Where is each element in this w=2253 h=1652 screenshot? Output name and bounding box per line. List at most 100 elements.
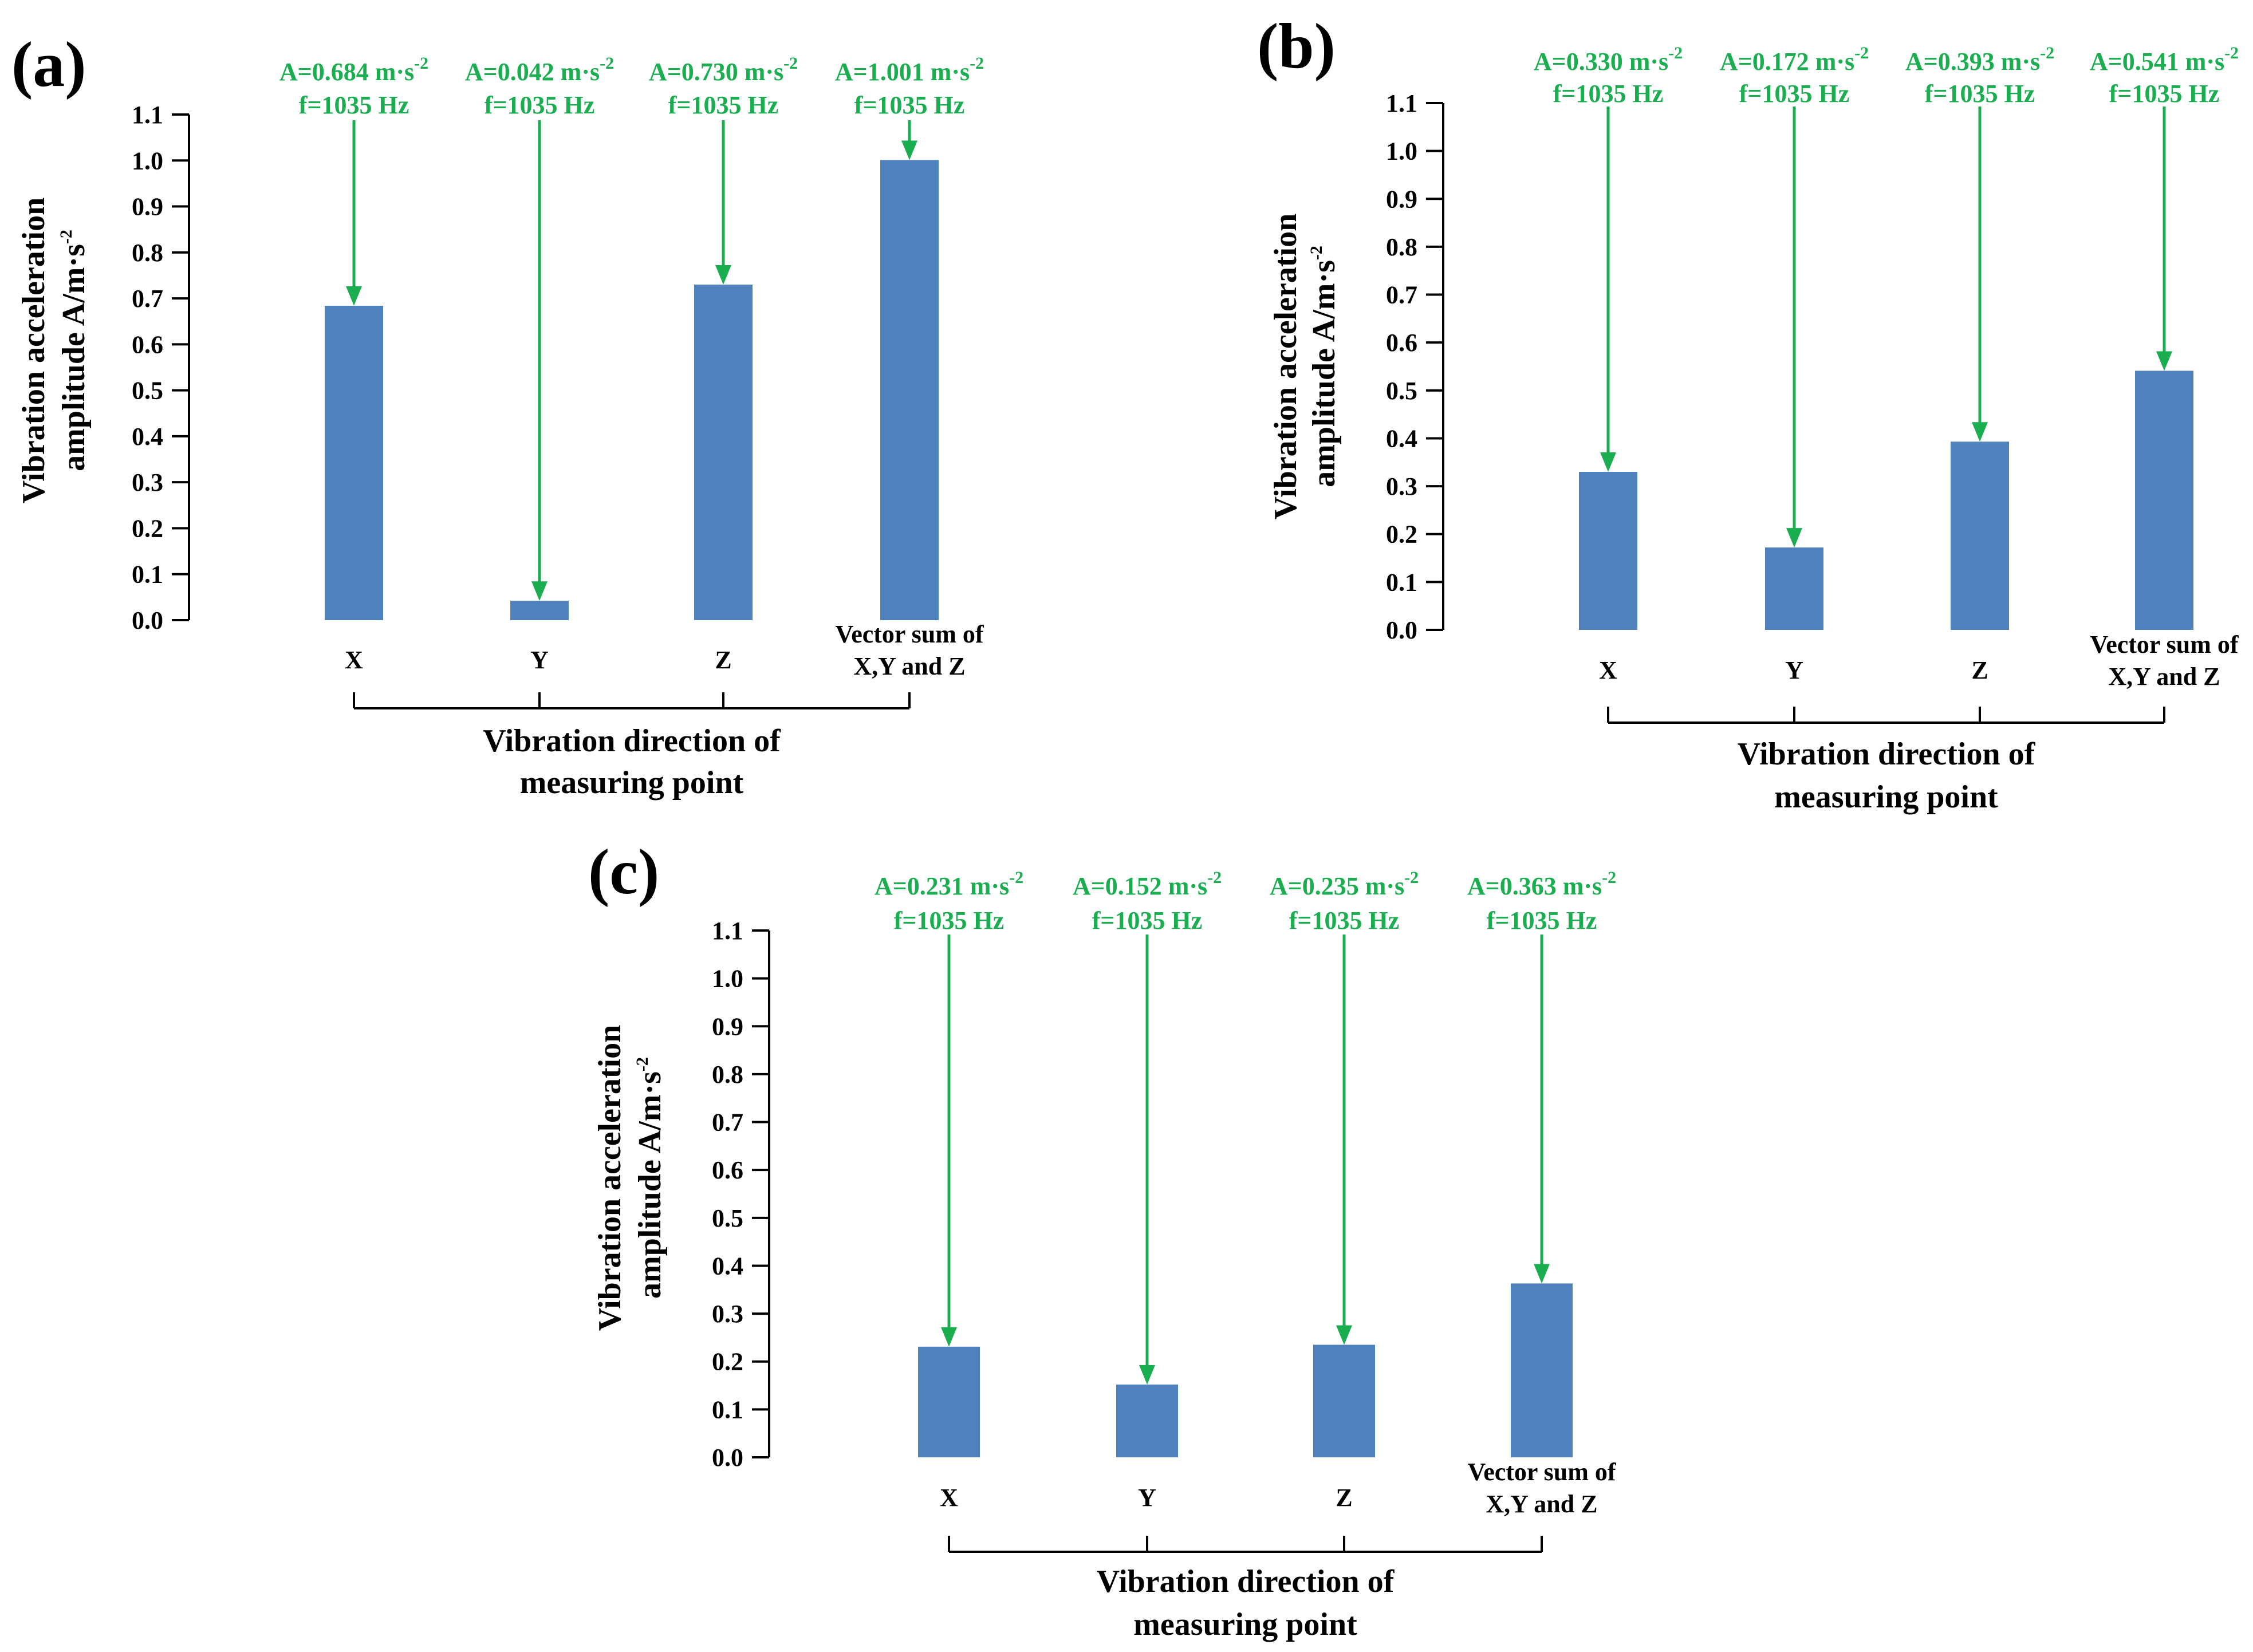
- bar: [1579, 472, 1637, 630]
- y-tick-label: 0.2: [1386, 521, 1417, 549]
- y-tick-label: 0.4: [132, 423, 163, 451]
- y-tick-label: 0.1: [1386, 568, 1417, 596]
- bar: [510, 601, 569, 620]
- bar: [918, 1346, 980, 1457]
- category-label: Vector sum of: [1467, 1458, 1616, 1486]
- annotation-arrowhead: [1600, 452, 1616, 472]
- annotation-arrowhead: [1139, 1365, 1155, 1385]
- y-tick-label: 1.1: [132, 101, 163, 129]
- y-tick-label: 0.1: [712, 1395, 743, 1424]
- annotation-frequency: f=1035 Hz: [2109, 80, 2219, 108]
- y-tick-label: 0.0: [712, 1444, 743, 1472]
- bar: [880, 160, 939, 621]
- annotation-frequency: f=1035 Hz: [1925, 80, 2035, 108]
- annotation-amplitude: A=0.730 m·s-2: [649, 54, 798, 86]
- y-tick-label: 0.7: [712, 1109, 743, 1137]
- y-tick-label: 0.3: [132, 468, 163, 496]
- y-tick-label: 1.0: [1386, 137, 1417, 165]
- annotation-amplitude: A=0.172 m·s-2: [1720, 44, 1869, 76]
- category-label: Y: [1138, 1484, 1156, 1512]
- y-tick-label: 0.5: [132, 377, 163, 405]
- category-label: X: [1599, 656, 1617, 684]
- category-label: X: [940, 1484, 958, 1512]
- y-tick-label: 0.6: [1386, 329, 1417, 357]
- annotation-frequency: f=1035 Hz: [854, 91, 964, 119]
- bar: [1951, 441, 2009, 630]
- bar: [1313, 1345, 1375, 1457]
- y-tick-label: 1.0: [712, 965, 743, 993]
- y-tick-label: 0.2: [132, 514, 163, 542]
- category-label: Z: [1336, 1484, 1352, 1512]
- y-tick-label: 0.9: [712, 1012, 743, 1040]
- annotation-frequency: f=1035 Hz: [1553, 80, 1663, 108]
- annotation-frequency: f=1035 Hz: [1487, 906, 1597, 935]
- panel-a: (a) 0.0 0.1 0.2 0.3 0.4 0.5 0.6 0.7 0.8 0.9 1.0 1.1 V…: [11, 29, 984, 801]
- bar: [2135, 370, 2193, 630]
- category-label: Y: [530, 646, 549, 674]
- category-label: Z: [1971, 656, 1988, 684]
- annotation-amplitude: A=0.363 m·s-2: [1467, 868, 1616, 900]
- y-tick-label: 0.4: [712, 1252, 743, 1280]
- y-tick-label: 0.9: [1386, 185, 1417, 213]
- y-axis-title-line1: Vibration acceleration: [592, 1025, 628, 1331]
- y-tick-label: 1.0: [132, 147, 163, 175]
- y-tick-label: 0.6: [132, 330, 163, 358]
- y-tick-label: 0.4: [1386, 424, 1417, 452]
- annotation-amplitude: A=0.330 m·s-2: [1534, 44, 1683, 76]
- annotation-frequency: f=1035 Hz: [668, 91, 778, 119]
- bar: [325, 305, 383, 620]
- y-tick-label: 0.7: [132, 285, 163, 313]
- y-tick-label: 0.5: [712, 1204, 743, 1232]
- y-tick-label: 0.3: [712, 1300, 743, 1328]
- category-label: Z: [715, 646, 731, 674]
- category-label: X: [345, 646, 363, 674]
- category-label: Vector sum of: [2090, 630, 2239, 659]
- annotation-frequency: f=1035 Hz: [1092, 906, 1202, 935]
- x-axis-title-line2: measuring point: [520, 765, 744, 801]
- y-tick-label: 0.1: [132, 561, 163, 589]
- annotation-frequency: f=1035 Hz: [1289, 906, 1399, 935]
- category-label: Vector sum of: [835, 620, 984, 648]
- panel-label: (b): [1257, 11, 1336, 82]
- annotation-amplitude: A=0.541 m·s-2: [2090, 44, 2239, 76]
- annotation-arrowhead: [1786, 528, 1802, 548]
- y-axis-title-line2: amplitude A/m·s-2: [632, 1057, 668, 1299]
- y-tick-label: 0.8: [132, 239, 163, 267]
- y-tick-label: 0.8: [712, 1060, 743, 1089]
- annotation-arrowhead: [1534, 1264, 1550, 1284]
- panel-label: (c): [588, 837, 659, 908]
- panel-c: (c) 0.0 0.1 0.2 0.3 0.4 0.5 0.6 0.7 0.8 0.9 1.0 1.1 V…: [588, 837, 1617, 1642]
- annotation-amplitude: A=0.231 m·s-2: [875, 868, 1023, 900]
- category-label: X,Y and Z: [853, 652, 965, 680]
- panel-b: (b) 0.0 0.1 0.2 0.3 0.4 0.5 0.6 0.7 0.8 0.9 1.0 1.1 V…: [1257, 11, 2239, 815]
- bar: [1511, 1283, 1573, 1457]
- y-axis-title-line2: amplitude A/m·s-2: [56, 230, 92, 471]
- annotation-amplitude: A=0.042 m·s-2: [465, 54, 614, 86]
- y-tick-label: 0.0: [1386, 616, 1417, 644]
- x-axis-title-line2: measuring point: [1774, 779, 1998, 815]
- y-tick-label: 0.3: [1386, 472, 1417, 500]
- annotation-frequency: f=1035 Hz: [894, 906, 1004, 935]
- annotation-arrowhead: [531, 581, 548, 601]
- x-axis-title-line2: measuring point: [1133, 1607, 1357, 1642]
- y-tick-label: 1.1: [1386, 89, 1417, 117]
- bar: [694, 285, 753, 620]
- category-label: Y: [1785, 656, 1803, 684]
- y-tick-label: 0.2: [712, 1348, 743, 1376]
- category-label: X,Y and Z: [2108, 663, 2220, 691]
- y-tick-label: 0.0: [132, 606, 163, 634]
- annotation-amplitude: A=0.235 m·s-2: [1270, 868, 1419, 900]
- annotation-arrowhead: [941, 1327, 957, 1347]
- y-tick-label: 0.6: [712, 1156, 743, 1184]
- annotation-frequency: f=1035 Hz: [1739, 80, 1849, 108]
- panel-label: (a): [11, 29, 86, 100]
- x-axis-title-line1: Vibration direction of: [1097, 1564, 1395, 1599]
- annotation-amplitude: A=0.684 m·s-2: [279, 54, 428, 86]
- annotation-arrowhead: [715, 265, 731, 285]
- y-tick-label: 0.5: [1386, 377, 1417, 405]
- annotation-arrowhead: [346, 286, 362, 306]
- x-axis-title-line1: Vibration direction of: [1738, 736, 2036, 772]
- annotation-frequency: f=1035 Hz: [485, 91, 594, 119]
- x-axis-title-line1: Vibration direction of: [483, 723, 781, 759]
